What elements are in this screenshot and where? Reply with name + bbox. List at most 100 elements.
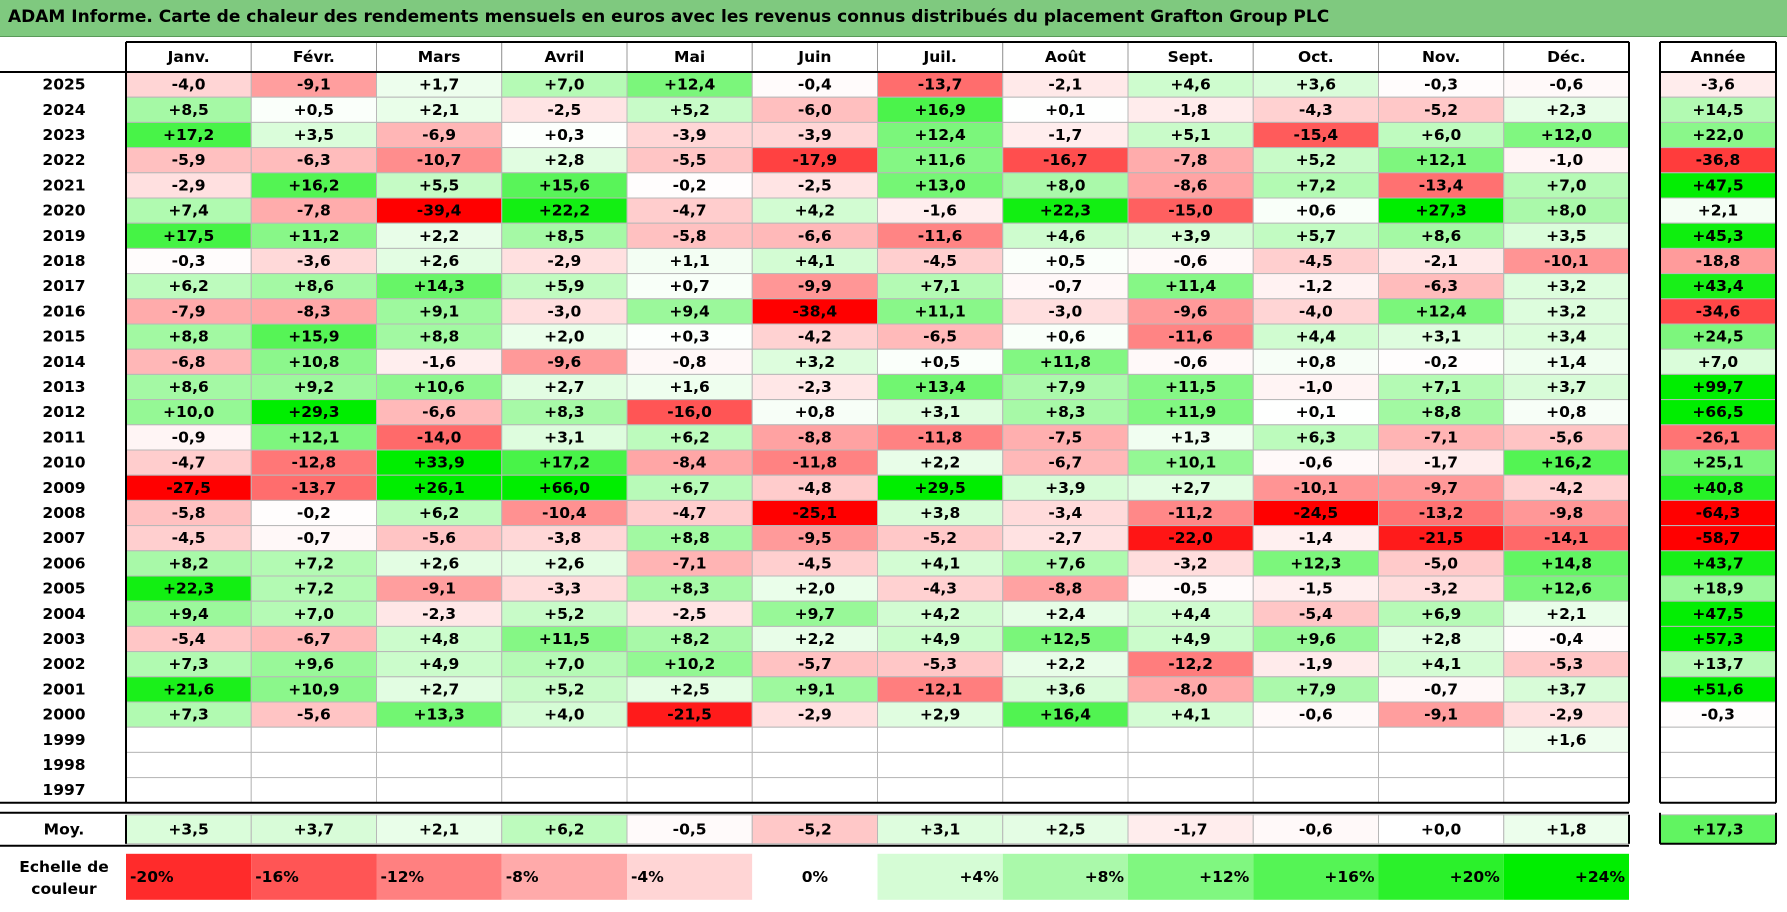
heatmap-cell (1503, 525, 1630, 552)
heatmap-cell (1002, 222, 1129, 249)
month-header-label: Févr. (293, 48, 335, 66)
heatmap-cell-value: +8,6 (168, 378, 208, 396)
heatmap-cell (1127, 373, 1254, 401)
heatmap-cell-value: +3,4 (1546, 328, 1587, 346)
heatmap-cell (1002, 726, 1129, 753)
heatmap-cell (751, 550, 878, 577)
heatmap-cell-value: -4,7 (673, 504, 707, 522)
heatmap-cell-value: +4,9 (920, 630, 960, 648)
heatmap-cell-value: +9,7 (795, 605, 835, 623)
heatmap-cell-value: +10,0 (163, 403, 214, 421)
heatmap-cell (1252, 373, 1379, 401)
heatmap-cell (1252, 726, 1379, 753)
heatmap-cell (1127, 726, 1254, 753)
heatmap-cell-value: +4,9 (419, 655, 459, 673)
heatmap-cell-value: -7,5 (1048, 428, 1082, 446)
color-scale-label: +8% (1085, 868, 1125, 886)
average-cell-value: +0,0 (1421, 820, 1462, 838)
heatmap-cell (250, 172, 377, 199)
heatmap-cell (376, 751, 503, 779)
heatmap-cell-value: -9,7 (1424, 479, 1458, 497)
heatmap-cell-value: +11,8 (1040, 353, 1091, 371)
heatmap-cell-value: +3,9 (1170, 227, 1210, 245)
heatmap-cell-value: -0,3 (172, 252, 206, 270)
heatmap-cell-value: -4,3 (923, 580, 957, 598)
heatmap-cell (877, 273, 1004, 300)
annual-cell-value: -3,6 (1701, 76, 1735, 94)
heatmap-cell-value: +13,0 (915, 176, 966, 194)
heatmap-cell-value: -11,2 (1168, 504, 1213, 522)
heatmap-cell-value: +4,8 (419, 630, 459, 648)
heatmap-cell-value: -22,0 (1168, 529, 1213, 547)
heatmap-cell-value: +6,2 (669, 428, 709, 446)
heatmap-cell-value: +8,2 (669, 630, 709, 648)
heatmap-cell-value: -10,1 (1294, 479, 1339, 497)
heatmap-cell (376, 550, 503, 577)
heatmap-cell (250, 726, 377, 753)
color-scale-swatch (501, 853, 627, 900)
heatmap-cell-value: +13,3 (414, 706, 465, 724)
heatmap-cell-value: -1,0 (1299, 378, 1333, 396)
average-cell-value: +1,8 (1546, 820, 1586, 838)
heatmap-cell-value: +2,1 (419, 101, 459, 119)
scale-label-line2: couleur (31, 880, 97, 898)
month-header-cell (1503, 41, 1630, 73)
heatmap-cell (877, 222, 1004, 249)
heatmap-cell-value: -5,3 (923, 655, 957, 673)
average-cell (626, 814, 753, 845)
heatmap-cell (501, 247, 628, 275)
annual-cell-value: -0,3 (1701, 706, 1735, 724)
color-scale-swatch (126, 853, 252, 900)
row-year-label: 2005 (42, 580, 85, 598)
heatmap-cell-value: +4,1 (920, 554, 960, 572)
heatmap-cell-value: +0,6 (1296, 202, 1336, 220)
month-header-cell (125, 41, 252, 73)
heatmap-cell-value: -0,2 (297, 504, 331, 522)
heatmap-cell-value: +0,8 (1296, 353, 1336, 371)
color-scale-swatch (1128, 853, 1254, 900)
heatmap-cell (877, 121, 1004, 149)
heatmap-cell-value: +2,6 (544, 554, 584, 572)
heatmap-cell-value: -5,4 (172, 630, 206, 648)
heatmap-cell-value: -4,5 (1299, 252, 1333, 270)
heatmap-cell-value: +2,9 (920, 706, 960, 724)
heatmap-cell-value: -8,8 (798, 428, 832, 446)
heatmap-cell (250, 96, 377, 123)
heatmap-cell-value: +14,8 (1541, 554, 1592, 572)
heatmap-cell (1378, 499, 1505, 527)
heatmap-cell (626, 222, 753, 249)
heatmap-cell-value: +10,6 (414, 378, 465, 396)
heatmap-cell-value: -2,9 (1549, 706, 1583, 724)
heatmap-cell (501, 222, 628, 249)
annual-cell-value: -36,8 (1696, 151, 1741, 169)
heatmap-cell (1503, 222, 1630, 249)
heatmap-cell-value: -1,9 (1299, 655, 1333, 673)
heatmap-cell-value: -16,7 (1043, 151, 1088, 169)
heatmap-cell (1503, 298, 1630, 325)
heatmap-cell-value: -5,2 (1424, 101, 1458, 119)
color-scale-label: +16% (1324, 868, 1375, 886)
heatmap-cell (751, 323, 878, 350)
heatmap-cell (1127, 525, 1254, 552)
annual-cell-value: +99,7 (1692, 378, 1743, 396)
heatmap-cell-value: +4,6 (1045, 227, 1085, 245)
heatmap-cell-value: -5,7 (798, 655, 832, 673)
heatmap-cell-value: -0,6 (1299, 454, 1333, 472)
row-year-label: 2012 (42, 403, 85, 421)
heatmap-cell-value: +7,2 (294, 554, 334, 572)
heatmap-cell-value: -4,2 (1549, 479, 1583, 497)
heatmap-cell-value: +8,6 (1421, 227, 1461, 245)
average-cell-value: +2,1 (419, 820, 459, 838)
heatmap-cell (501, 726, 628, 753)
month-header-cell (250, 41, 377, 73)
heatmap-cell (1378, 247, 1505, 275)
annual-cell (1659, 751, 1777, 779)
heatmap-cell-value: +2,7 (544, 378, 584, 396)
heatmap-cell-value: +7,4 (168, 202, 209, 220)
heatmap-cell (1503, 751, 1630, 779)
heatmap-cell-value: -15,4 (1294, 126, 1339, 144)
heatmap-cell-value: +11,1 (915, 302, 966, 320)
heatmap-cell-value: +3,7 (1546, 378, 1586, 396)
heatmap-cell-value: +0,1 (1296, 403, 1336, 421)
heatmap-cell-value: -6,5 (923, 328, 957, 346)
